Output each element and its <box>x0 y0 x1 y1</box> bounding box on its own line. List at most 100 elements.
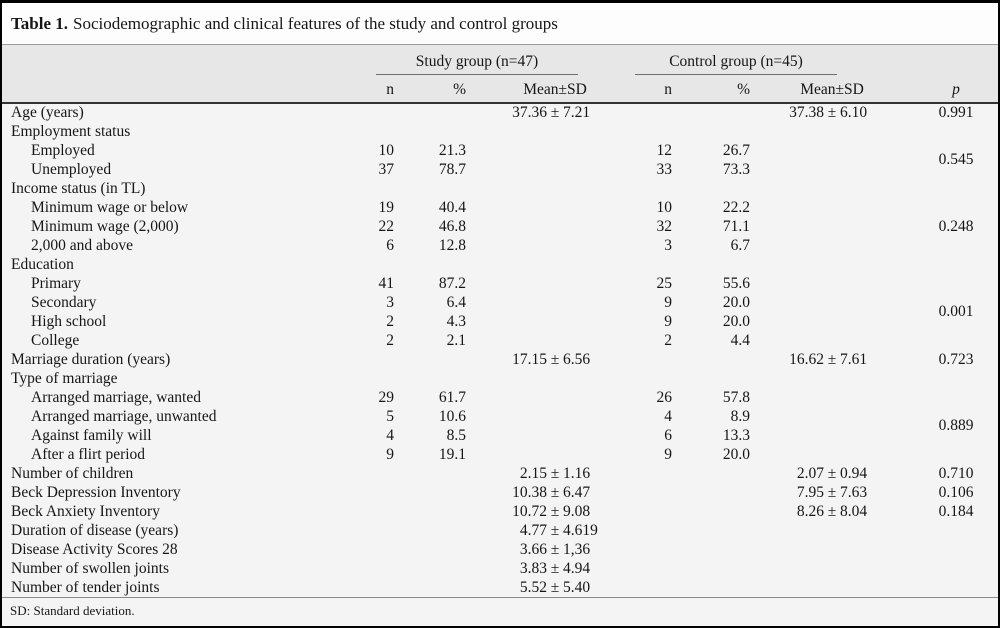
study-mean-cell <box>466 312 644 331</box>
study-group-header: Study group (n=47) <box>376 53 578 75</box>
study-mean-cell: 3.83 ±4.94 <box>519 559 591 577</box>
control-pct-cell: 71.1 <box>722 217 751 235</box>
study-mean-cell: 37.36 ±7.21 <box>512 104 591 121</box>
control-pct-cell: 20.0 <box>722 445 751 463</box>
control-n-header: n <box>644 77 673 104</box>
header-spacer <box>2 77 364 104</box>
table-row: Marriage duration (years) 17.15 ±6.56 16.62… <box>2 350 998 369</box>
study-pct-cell <box>394 255 466 274</box>
control-pct-cell <box>672 483 750 502</box>
p-value-cell <box>914 255 998 274</box>
table-row: Education <box>2 255 998 274</box>
p-value-cell <box>914 122 998 141</box>
control-n-cell <box>644 559 672 578</box>
row-label: Unemployed <box>31 160 112 178</box>
p-value-cell: 0.723 <box>938 350 974 368</box>
study-n-cell: 4 <box>386 426 394 444</box>
study-mean-cell <box>466 445 644 464</box>
table-row: Age (years) 37.36 ±7.21 37.38 ±6.10 0.991 <box>2 103 998 122</box>
group-header-row: Study group (n=47) Control group (n=45) <box>2 45 998 77</box>
study-pct-cell <box>394 179 466 198</box>
control-pct-cell: 8.9 <box>730 407 751 425</box>
row-label: Arranged marriage, unwanted <box>31 407 217 425</box>
control-n-cell <box>644 103 672 122</box>
study-mean-cell: 3.66 ±1,36 <box>519 540 591 558</box>
study-pct-cell: 4.3 <box>446 312 466 330</box>
control-mean-cell <box>750 160 914 179</box>
row-label: Secondary <box>31 293 97 311</box>
table-row: Employed 10 21.3 12 26.7 0.545 <box>2 141 998 169</box>
control-mean-header: Mean±SD <box>750 77 915 104</box>
control-mean-cell <box>750 540 914 559</box>
study-n-cell <box>364 559 394 578</box>
study-mean-cell: 2.15 ±1.16 <box>519 464 591 482</box>
table-row: Primary 41 87.2 25 55.6 0.001 <box>2 274 998 321</box>
table-number-label: Table 1. <box>11 14 69 33</box>
study-pct-cell: 21.3 <box>438 141 466 159</box>
study-pct-cell: 19.1 <box>438 445 466 463</box>
control-mean-cell <box>750 217 914 236</box>
table-row: Income status (in TL) <box>2 179 998 198</box>
control-n-cell <box>644 369 672 388</box>
control-n-cell <box>644 578 672 597</box>
study-n-cell <box>364 540 394 559</box>
study-n-cell: 41 <box>378 274 395 292</box>
control-mean-cell <box>750 312 914 331</box>
row-label: Primary <box>31 274 81 292</box>
control-n-cell: 6 <box>664 426 673 444</box>
row-label: Duration of disease (years) <box>11 521 179 539</box>
control-n-cell: 32 <box>656 217 673 235</box>
p-value-header: p <box>914 77 998 104</box>
control-group-header: Control group (n=45) <box>635 53 838 75</box>
table-row: Employment status <box>2 122 998 141</box>
p-value-cell: 0.545 <box>938 151 974 168</box>
control-n-cell: 9 <box>664 312 673 330</box>
table-row: 2,000 and above 6 12.8 3 6.7 <box>2 236 998 255</box>
p-value-cell: 0.710 <box>938 464 974 482</box>
table-row: Minimum wage or below 19 40.4 10 22.2 0.248 <box>2 198 998 235</box>
table-row: Secondary 3 6.4 9 20.0 <box>2 293 998 312</box>
study-pct-cell: 12.8 <box>438 236 466 254</box>
table-row: Against family will 4 8.5 6 13.3 <box>2 426 998 445</box>
study-mean-cell: 10.72 ±9.08 <box>512 502 591 520</box>
p-value-cell: 0.184 <box>938 502 974 520</box>
study-pct-cell: 61.7 <box>438 388 466 406</box>
control-pct-cell: 6.7 <box>730 236 751 254</box>
study-pct-cell <box>394 559 466 578</box>
control-n-cell <box>644 521 672 540</box>
control-pct-cell <box>672 103 750 122</box>
study-pct-cell: 46.8 <box>438 217 466 235</box>
study-n-cell: 5 <box>386 407 394 425</box>
row-label: Number of children <box>11 464 134 482</box>
study-n-cell: 3 <box>386 293 394 311</box>
control-pct-cell <box>672 521 750 540</box>
row-label: Employment status <box>11 122 131 140</box>
control-n-cell: 25 <box>656 274 673 292</box>
study-pct-cell <box>394 483 466 502</box>
p-value-cell: 0.106 <box>938 483 974 501</box>
study-pct-cell: 6.4 <box>446 293 466 311</box>
study-n-header: n <box>364 77 394 104</box>
row-label: Disease Activity Scores 28 <box>11 540 178 558</box>
control-mean-cell <box>750 521 914 540</box>
row-label: Number of tender joints <box>11 578 160 596</box>
table-row: Number of swollen joints 3.83 ±4.94 <box>2 559 998 578</box>
study-n-cell: 6 <box>386 236 394 254</box>
control-pct-cell <box>672 559 750 578</box>
study-n-cell <box>364 122 394 141</box>
row-label: Beck Anxiety Inventory <box>11 502 160 520</box>
study-n-cell <box>364 179 394 198</box>
control-pct-cell: 26.7 <box>722 141 751 159</box>
control-n-cell <box>644 122 672 141</box>
control-n-cell: 26 <box>656 388 673 406</box>
study-n-cell <box>364 483 394 502</box>
control-pct-cell <box>672 540 750 559</box>
control-n-cell <box>644 540 672 559</box>
study-n-cell <box>364 369 394 388</box>
table-row: College 2 2.1 2 4.4 <box>2 331 998 350</box>
study-n-cell <box>364 521 394 540</box>
header-spacer <box>2 45 364 77</box>
study-n-cell: 37 <box>378 160 395 178</box>
p-value-cell: 0.248 <box>938 217 974 235</box>
control-mean-cell <box>750 426 914 445</box>
